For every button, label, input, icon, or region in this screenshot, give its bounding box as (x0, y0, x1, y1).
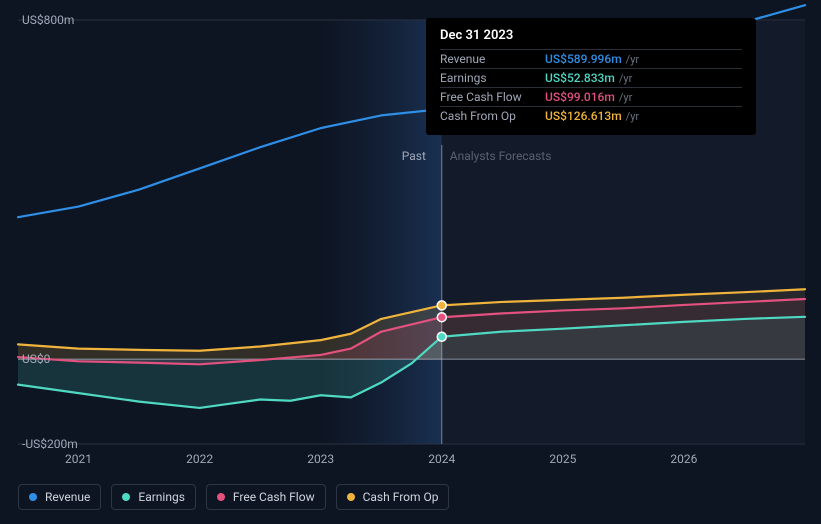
legend-label: Free Cash Flow (233, 490, 315, 504)
tooltip-row: Cash From OpUS$126.613m/yr (440, 106, 742, 125)
tooltip-unit: /yr (626, 53, 639, 66)
y-axis-label: -US$200m (22, 437, 78, 451)
x-axis-label: 2024 (428, 452, 455, 466)
tooltip-metric-value: US$52.833m (545, 71, 615, 85)
tooltip-unit: /yr (626, 110, 639, 123)
legend-dot-icon (122, 493, 130, 501)
tooltip-row: EarningsUS$52.833m/yr (440, 68, 742, 87)
legend-label: Earnings (138, 490, 185, 504)
legend-label: Cash From Op (363, 490, 439, 504)
tooltip-metric-label: Cash From Op (440, 109, 545, 123)
legend-item-earnings[interactable]: Earnings (111, 484, 196, 510)
tooltip-row: Free Cash FlowUS$99.016m/yr (440, 87, 742, 106)
legend-label: Revenue (45, 490, 90, 504)
x-axis-label: 2022 (186, 452, 213, 466)
x-axis-label: 2026 (670, 452, 697, 466)
tooltip-metric-value: US$589.996m (545, 52, 622, 66)
tooltip-date: Dec 31 2023 (440, 28, 742, 43)
x-axis-label: 2025 (549, 452, 576, 466)
tooltip-metric-value: US$99.016m (545, 90, 615, 104)
legend-item-revenue[interactable]: Revenue (18, 484, 101, 510)
x-axis-label: 2021 (65, 452, 92, 466)
x-axis-label: 2023 (307, 452, 334, 466)
tooltip-metric-value: US$126.613m (545, 109, 622, 123)
tooltip-metric-label: Revenue (440, 52, 545, 66)
chart-legend: Revenue Earnings Free Cash Flow Cash From O… (18, 484, 449, 510)
y-axis-label: US$800m (22, 13, 74, 27)
tooltip-unit: /yr (619, 91, 632, 104)
legend-dot-icon (217, 493, 225, 501)
legend-item-cash-from-op[interactable]: Cash From Op (336, 484, 450, 510)
legend-dot-icon (347, 493, 355, 501)
legend-dot-icon (29, 493, 37, 501)
tooltip-row: RevenueUS$589.996m/yr (440, 49, 742, 68)
forecast-region-label: Analysts Forecasts (450, 149, 552, 163)
legend-item-free-cash-flow[interactable]: Free Cash Flow (206, 484, 326, 510)
y-axis-label: US$0 (22, 352, 50, 366)
tooltip-metric-label: Free Cash Flow (440, 90, 545, 104)
tooltip-unit: /yr (619, 72, 632, 85)
financial-forecast-chart: Dec 31 2023 RevenueUS$589.996m/yrEarning… (0, 0, 821, 524)
chart-tooltip: Dec 31 2023 RevenueUS$589.996m/yrEarning… (426, 18, 756, 135)
tooltip-metric-label: Earnings (440, 71, 545, 85)
past-region-label: Past (402, 149, 426, 163)
